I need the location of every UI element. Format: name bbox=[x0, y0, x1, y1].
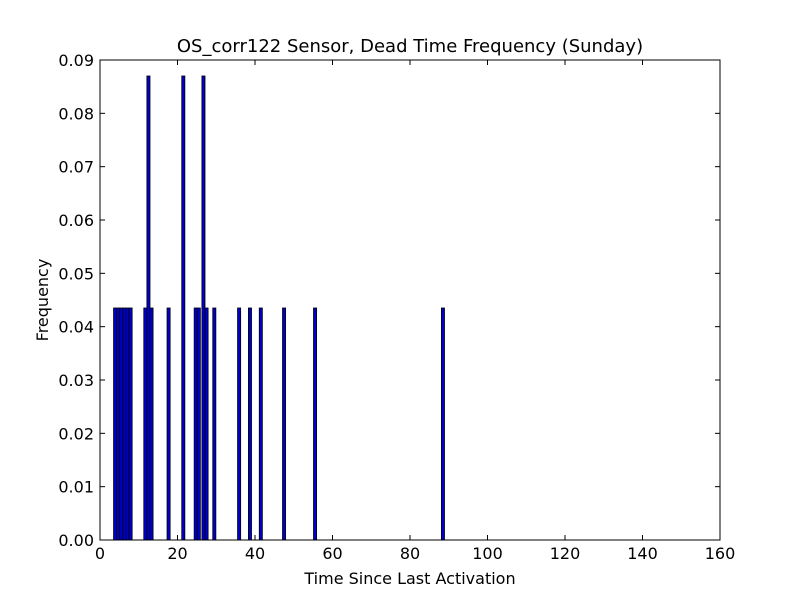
histogram-bar bbox=[166, 307, 171, 541]
x-tick-label: 120 bbox=[550, 544, 581, 563]
x-tick-label: 160 bbox=[705, 544, 736, 563]
y-tick-label: 0.06 bbox=[58, 211, 94, 230]
y-tick-label: 0.04 bbox=[58, 318, 94, 337]
histogram-bar bbox=[116, 307, 121, 541]
histogram-bar bbox=[212, 307, 217, 541]
y-tick-label: 0.07 bbox=[58, 158, 94, 177]
histogram-bar bbox=[143, 307, 148, 541]
y-tick-label: 0.01 bbox=[58, 478, 94, 497]
y-axis-label: Frequency bbox=[33, 259, 52, 342]
histogram-bar bbox=[146, 75, 151, 541]
x-tick-label: 20 bbox=[167, 544, 187, 563]
histogram-bar bbox=[258, 307, 263, 541]
histogram-bar bbox=[313, 307, 318, 541]
y-tick-label: 0.03 bbox=[58, 371, 94, 390]
y-tick-label: 0.05 bbox=[58, 264, 94, 283]
x-tick-label: 40 bbox=[245, 544, 265, 563]
chart-title: OS_corr122 Sensor, Dead Time Frequency (… bbox=[177, 36, 643, 57]
histogram-bar bbox=[282, 307, 287, 541]
x-axis-label: Time Since Last Activation bbox=[303, 569, 515, 588]
x-tick-label: 60 bbox=[322, 544, 342, 563]
histogram-bar bbox=[122, 307, 127, 541]
ticks-layer: 0 20 40 60 80 100 120 140 160 0.00 0.01 0.02 0.03 0.0… bbox=[58, 51, 735, 563]
y-tick-label: 0.08 bbox=[58, 104, 94, 123]
histogram-bar bbox=[248, 307, 252, 541]
histogram-bar bbox=[440, 307, 445, 541]
histogram-bar bbox=[119, 307, 124, 541]
histogram-bar bbox=[125, 307, 130, 541]
y-tick-label: 0.09 bbox=[58, 51, 94, 70]
histogram-bar bbox=[128, 307, 133, 541]
x-tick-label: 100 bbox=[472, 544, 503, 563]
y-tick-label: 0.02 bbox=[58, 424, 94, 443]
y-tick-label: 0.00 bbox=[58, 531, 94, 550]
histogram-bar bbox=[113, 307, 118, 541]
x-tick-label: 0 bbox=[95, 544, 105, 563]
histogram-bar bbox=[237, 307, 242, 541]
histogram-bar bbox=[196, 307, 201, 541]
x-tick-label: 80 bbox=[400, 544, 420, 563]
histogram-bar bbox=[193, 307, 198, 541]
histogram-bar bbox=[149, 307, 154, 541]
x-tick-label: 140 bbox=[627, 544, 658, 563]
histogram-bar bbox=[181, 75, 186, 541]
plot-frame bbox=[99, 59, 721, 541]
histogram-bar bbox=[201, 75, 206, 541]
histogram-bar bbox=[204, 307, 209, 541]
